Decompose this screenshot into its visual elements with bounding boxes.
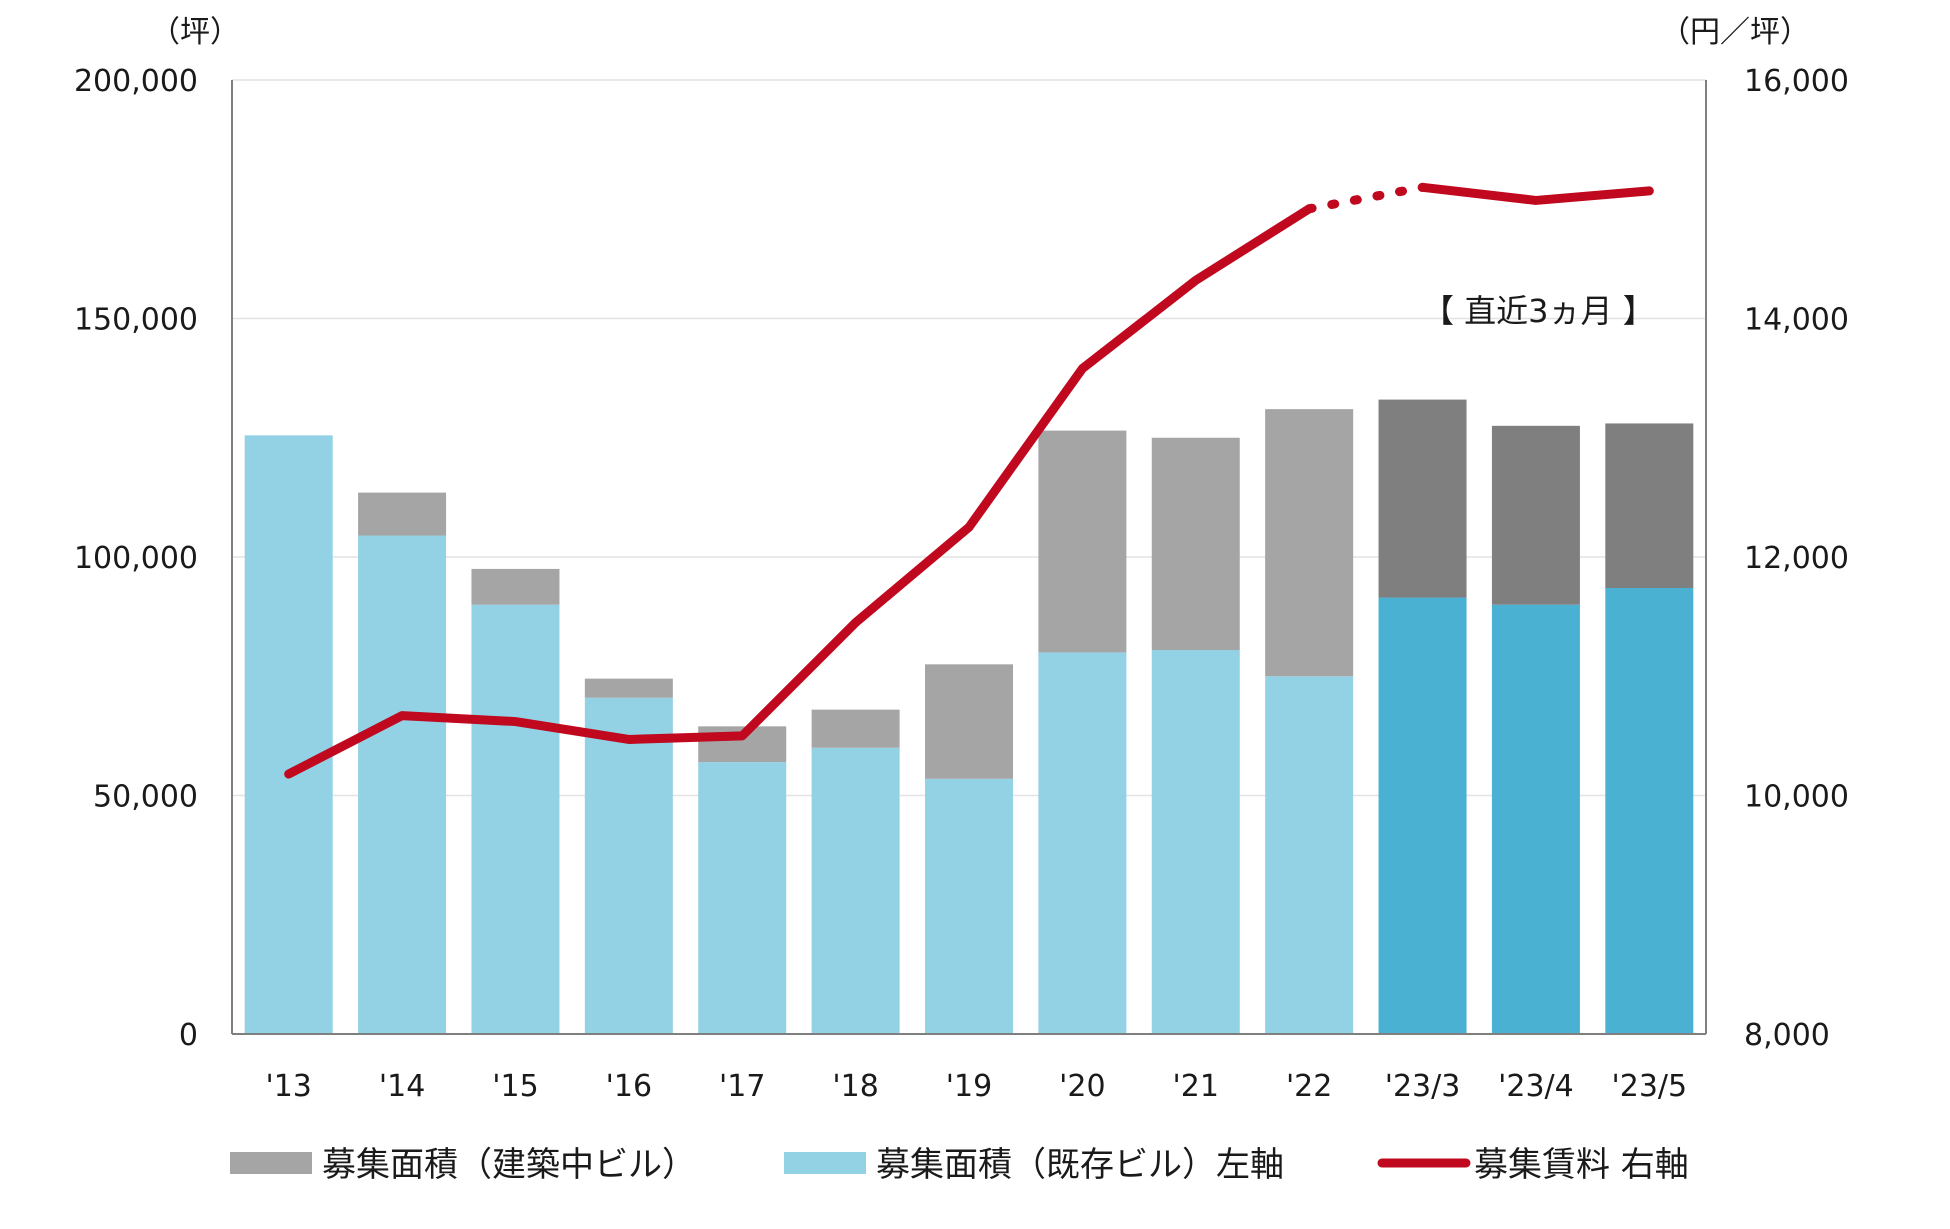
- left-axis-unit: （坪）: [150, 15, 240, 50]
- right-tick-label: 10,000: [1744, 780, 1849, 815]
- left-tick-label: 0: [179, 1018, 198, 1053]
- bar-existing: [698, 762, 787, 1034]
- bar-existing: [1265, 676, 1354, 1034]
- x-tick-label: '20: [1059, 1069, 1105, 1104]
- left-tick-label: 50,000: [93, 780, 198, 815]
- tick-layer: 0 8,000 50,000 10,000 100,000 12,000 150,000 14…: [74, 64, 1849, 1104]
- x-tick-label: '14: [379, 1069, 425, 1104]
- bar-existing: [358, 535, 447, 1034]
- legend-label-existing: 募集面積（既存ビル）左軸: [876, 1145, 1284, 1185]
- x-tick-label: '23/4: [1498, 1069, 1574, 1104]
- bar-construction: [811, 709, 900, 748]
- x-tick-label: '13: [265, 1069, 311, 1104]
- legend-label-construction: 募集面積（建築中ビル）: [322, 1145, 696, 1185]
- left-tick-label: 150,000: [74, 303, 198, 338]
- bar-existing: [1605, 588, 1694, 1034]
- legend: 募集面積（建築中ビル） 募集面積（既存ビル）左軸 募集賃料 右軸: [230, 1145, 1689, 1185]
- bar-existing: [471, 604, 560, 1034]
- bar-construction: [1378, 399, 1467, 598]
- left-tick-label: 200,000: [74, 64, 198, 99]
- x-tick-label: '17: [719, 1069, 765, 1104]
- bar-layer: [244, 399, 1694, 1034]
- bar-existing: [811, 747, 900, 1034]
- recent-3-months-annotation: 【 直近3ヵ月 】: [1422, 292, 1655, 330]
- right-tick-label: 14,000: [1744, 303, 1849, 338]
- bar-existing: [584, 697, 673, 1034]
- bar-construction: [471, 568, 560, 605]
- x-tick-label: '18: [832, 1069, 878, 1104]
- bar-construction: [584, 678, 673, 698]
- rent-line-recent: [1418, 182, 1654, 205]
- left-tick-label: 100,000: [74, 541, 198, 576]
- bar-existing: [1491, 604, 1580, 1034]
- x-tick-label: '21: [1173, 1069, 1219, 1104]
- rent-line-annual: [284, 204, 1314, 779]
- right-tick-label: 16,000: [1744, 64, 1849, 99]
- bar-construction: [358, 492, 447, 536]
- rent-line-gap: [1304, 182, 1428, 214]
- bar-existing: [925, 778, 1013, 1034]
- right-axis-unit: （円／坪）: [1660, 15, 1810, 50]
- bar-construction: [1151, 437, 1240, 651]
- bar-existing: [1378, 597, 1467, 1034]
- axis-layer: [231, 80, 1707, 1035]
- legend-swatch-existing: [784, 1152, 866, 1174]
- bar-construction: [1491, 425, 1580, 605]
- bar-construction: [1265, 409, 1354, 677]
- legend-swatch-construction: [230, 1152, 312, 1174]
- bar-existing: [1038, 652, 1127, 1034]
- x-tick-label: '16: [606, 1069, 652, 1104]
- bar-construction: [1605, 423, 1694, 589]
- bar-construction: [925, 664, 1013, 779]
- x-tick-label: '23/3: [1385, 1069, 1461, 1104]
- bar-existing: [244, 435, 333, 1034]
- right-tick-label: 8,000: [1744, 1018, 1830, 1053]
- x-tick-label: '22: [1286, 1069, 1332, 1104]
- line-layer: [284, 182, 1654, 779]
- x-tick-label: '23/5: [1611, 1069, 1687, 1104]
- bar-existing: [1151, 650, 1240, 1034]
- bar-construction: [1038, 430, 1127, 653]
- x-tick-label: '19: [946, 1069, 992, 1104]
- right-tick-label: 12,000: [1744, 541, 1849, 576]
- x-tick-label: '15: [492, 1069, 538, 1104]
- legend-label-rent: 募集賃料 右軸: [1474, 1145, 1689, 1185]
